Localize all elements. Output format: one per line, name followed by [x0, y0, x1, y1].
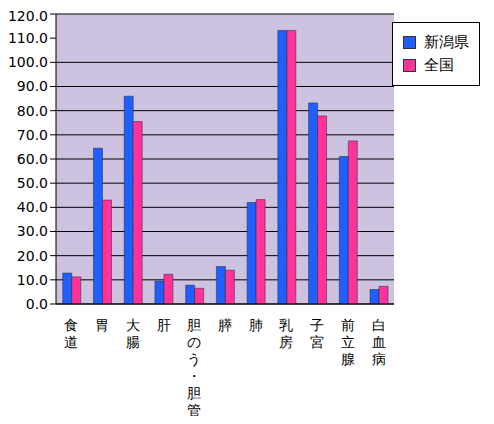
svg-text:70.0: 70.0 — [17, 127, 48, 143]
svg-text:40.0: 40.0 — [17, 199, 48, 215]
svg-text:白血病: 白血病 — [372, 317, 386, 367]
svg-text:10.0: 10.0 — [17, 272, 48, 288]
svg-text:前立腺: 前立腺 — [341, 317, 355, 367]
svg-text:120.0: 120.0 — [8, 8, 48, 24]
svg-text:肝: 肝 — [157, 317, 171, 333]
svg-text:30.0: 30.0 — [17, 223, 48, 239]
svg-text:乳房: 乳房 — [279, 317, 293, 350]
svg-text:子宮: 子宮 — [310, 317, 324, 350]
svg-text:90.0: 90.0 — [17, 78, 48, 94]
svg-text:肺: 肺 — [249, 317, 263, 333]
svg-text:0.0: 0.0 — [26, 296, 48, 312]
svg-text:膵: 膵 — [218, 317, 232, 333]
svg-text:110.0: 110.0 — [8, 30, 48, 46]
html-text:新潟県: 新潟県 — [424, 33, 469, 51]
svg-text:50.0: 50.0 — [17, 175, 48, 191]
svg-text:大腸: 大腸 — [126, 317, 140, 350]
svg-text:80.0: 80.0 — [17, 103, 48, 119]
svg-text:20.0: 20.0 — [17, 248, 48, 264]
svg-text:食道: 食道 — [64, 317, 78, 350]
html-text:全国: 全国 — [424, 56, 454, 74]
svg-text:60.0: 60.0 — [17, 151, 48, 167]
svg-text:胆のう・胆管: 胆のう・胆管 — [187, 317, 201, 416]
svg-text:100.0: 100.0 — [8, 54, 48, 70]
svg-text:胃: 胃 — [95, 317, 109, 333]
